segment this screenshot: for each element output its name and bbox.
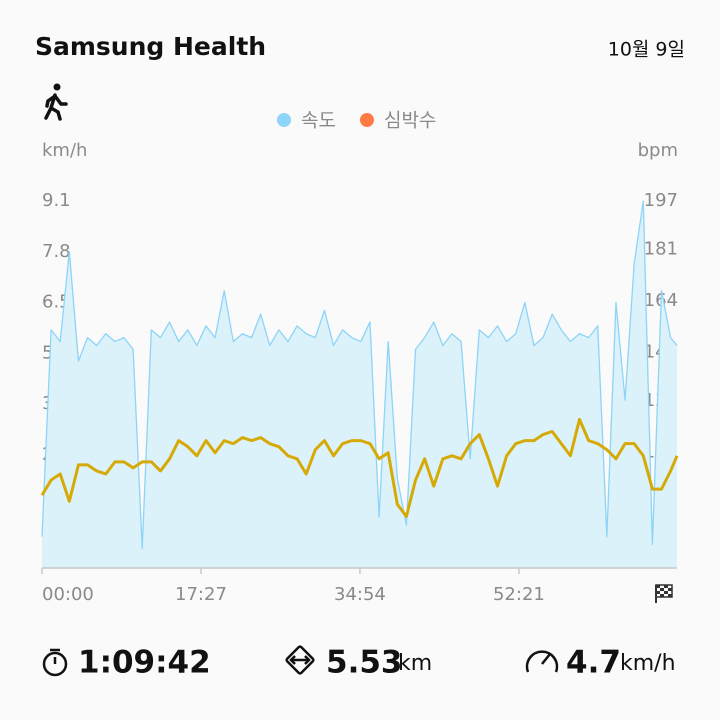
timer-icon <box>42 648 68 677</box>
legend-label: 심박수 <box>384 110 436 132</box>
x-tick-label: 34:54 <box>334 584 386 605</box>
heart-rate-line <box>40 417 679 518</box>
app-title: Samsung Health <box>35 32 266 61</box>
speed-area <box>42 201 677 568</box>
speed-icon <box>525 650 559 673</box>
y2-tick-label: 181 <box>644 239 678 260</box>
y-axis-label: km/h <box>42 140 87 161</box>
avg-speed: 4.7 <box>566 645 621 681</box>
distance-unit: km <box>398 651 432 676</box>
legend-marker <box>277 113 291 127</box>
legend: 속도 심박수 <box>277 110 436 132</box>
date: 10월 9일 <box>608 39 685 61</box>
x-tick-label: 52:21 <box>493 584 545 605</box>
legend-marker <box>359 113 374 127</box>
distance-icon <box>285 645 315 675</box>
plot: 1.32.63.95.26.57.89.19711413114716418119… <box>40 190 679 605</box>
x-tick-label: 17:27 <box>175 584 227 605</box>
y2-axis-label: bpm <box>638 140 678 161</box>
y-tick-label: 7.8 <box>42 241 71 262</box>
speed-line <box>41 200 678 550</box>
legend-label: 속도 <box>301 110 336 132</box>
avg-speed-unit: km/h <box>620 651 676 676</box>
x-tick-label: 00:00 <box>42 584 94 605</box>
finish-flag-icon <box>655 584 673 603</box>
y-tick-label: 9.1 <box>42 190 71 211</box>
walk-icon <box>44 83 68 121</box>
duration: 1:09:42 <box>78 645 211 681</box>
distance: 5.53 <box>326 645 403 681</box>
y2-tick-label: 197 <box>644 190 678 211</box>
